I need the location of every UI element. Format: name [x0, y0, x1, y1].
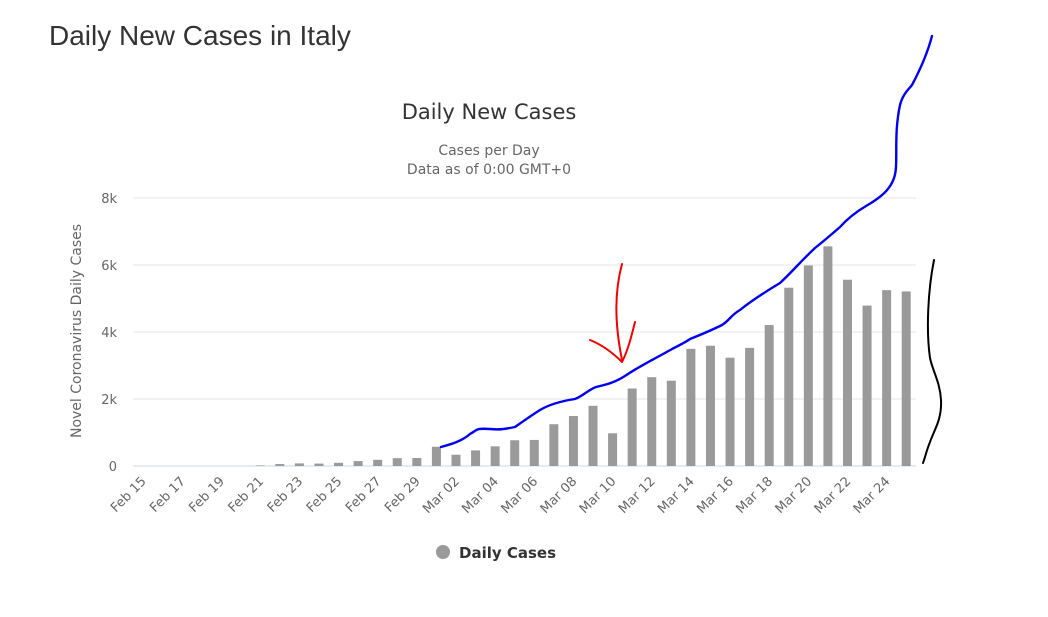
bar[interactable]	[334, 462, 344, 466]
x-tick-label: Feb 29	[382, 474, 424, 516]
bar[interactable]	[412, 457, 422, 466]
bar[interactable]	[725, 357, 735, 466]
y-axis-label: Novel Coronavirus Daily Cases	[69, 224, 85, 438]
blue-trend-annotation	[439, 34, 934, 449]
x-tick-label: Mar 02	[420, 474, 463, 517]
x-tick-label: Mar 18	[733, 474, 776, 517]
bar[interactable]	[745, 347, 755, 466]
bar[interactable]	[823, 246, 833, 466]
y-tick-label: 2k	[101, 393, 117, 408]
page-title: Daily New Cases in Italy	[49, 20, 351, 51]
bar[interactable]	[882, 290, 892, 466]
bar[interactable]	[647, 377, 657, 466]
chart-subtitle-line-1: Cases per Day	[438, 143, 539, 159]
y-tick-label: 8k	[101, 192, 117, 207]
bar[interactable]	[451, 454, 461, 466]
bar[interactable]	[686, 348, 696, 466]
legend-label: Daily Cases	[459, 544, 556, 562]
x-tick-label: Mar 24	[851, 474, 894, 517]
y-tick-label: 6k	[101, 259, 117, 274]
x-tick-label: Mar 10	[577, 474, 620, 517]
legend-marker-icon	[436, 545, 450, 559]
chart-subtitle-line-2: Data as of 0:00 GMT+0	[407, 162, 571, 178]
bar[interactable]	[510, 440, 520, 466]
bar[interactable]	[764, 325, 774, 466]
bar[interactable]	[627, 388, 637, 466]
y-tick-label: 0	[109, 460, 117, 475]
bar[interactable]	[314, 463, 324, 466]
bar[interactable]	[373, 459, 383, 466]
x-tick-label: Mar 20	[773, 474, 816, 517]
bar[interactable]	[568, 416, 578, 466]
x-tick-label: Feb 17	[147, 474, 189, 516]
bar[interactable]	[490, 446, 500, 466]
x-tick-label: Feb 23	[265, 474, 307, 516]
bar[interactable]	[784, 287, 794, 466]
black-brace-annotation	[922, 259, 943, 464]
x-tick-label: Feb 27	[343, 474, 385, 516]
y-tick-label: 4k	[101, 326, 117, 341]
x-tick-label: Mar 04	[459, 474, 502, 517]
y-axis-ticks: 0 2k 4k 6k 8k	[101, 192, 117, 475]
bar[interactable]	[803, 265, 813, 466]
bar[interactable]	[901, 291, 911, 466]
x-tick-label: Feb 15	[108, 474, 150, 516]
bar[interactable]	[705, 345, 715, 466]
x-tick-label: Mar 22	[812, 474, 855, 517]
gridlines	[133, 197, 916, 467]
bar[interactable]	[608, 433, 618, 466]
chart-title: Daily New Cases	[402, 100, 577, 124]
bar[interactable]	[392, 458, 402, 466]
bar[interactable]	[666, 380, 676, 466]
x-tick-label: Feb 25	[304, 474, 346, 516]
x-tick-label: Mar 12	[616, 474, 659, 517]
bar[interactable]	[431, 446, 441, 466]
bar[interactable]	[353, 461, 363, 466]
x-tick-label: Feb 19	[186, 474, 228, 516]
bar[interactable]	[529, 439, 539, 466]
bar[interactable]	[842, 279, 852, 466]
x-tick-label: Mar 06	[499, 474, 542, 517]
bar[interactable]	[275, 464, 285, 466]
bar[interactable]	[294, 463, 304, 466]
bar[interactable]	[588, 405, 598, 466]
bar[interactable]	[255, 465, 265, 466]
x-tick-label: Mar 14	[655, 474, 698, 517]
bar[interactable]	[471, 450, 481, 466]
bar[interactable]	[549, 424, 559, 466]
bars	[255, 246, 911, 466]
x-tick-label: Mar 08	[538, 474, 581, 517]
red-arrow-annotation	[589, 263, 636, 363]
x-tick-label: Mar 16	[694, 474, 737, 517]
bar[interactable]	[862, 305, 872, 466]
x-tick-label: Feb 21	[226, 474, 268, 516]
legend[interactable]: Daily Cases	[436, 544, 556, 562]
